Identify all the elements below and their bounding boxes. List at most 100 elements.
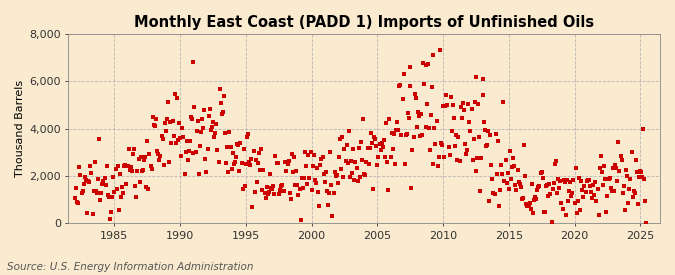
Point	[568, 177, 579, 182]
Point	[394, 83, 405, 88]
Point	[374, 142, 385, 146]
Point	[112, 163, 123, 168]
Point	[620, 207, 630, 212]
Point	[483, 128, 493, 133]
Point	[135, 155, 146, 159]
Point	[307, 164, 318, 168]
Point	[512, 168, 523, 172]
Point	[624, 187, 634, 191]
Point	[296, 176, 307, 181]
Point	[261, 185, 272, 189]
Point	[499, 178, 510, 183]
Point	[431, 119, 442, 123]
Point	[157, 137, 168, 141]
Point	[281, 169, 292, 174]
Point	[214, 87, 225, 91]
Point	[365, 131, 376, 135]
Point	[493, 139, 504, 144]
Point	[534, 184, 545, 188]
Point	[319, 172, 329, 177]
Point	[92, 191, 103, 195]
Point	[344, 128, 354, 133]
Point	[342, 142, 352, 147]
Point	[171, 95, 182, 100]
Point	[533, 185, 544, 189]
Point	[286, 152, 297, 156]
Point	[439, 155, 450, 159]
Point	[233, 143, 244, 147]
Point	[99, 176, 110, 180]
Point	[479, 128, 490, 132]
Point	[303, 153, 314, 158]
Point	[409, 92, 420, 96]
Point	[324, 191, 335, 196]
Point	[258, 168, 269, 172]
Point	[463, 102, 474, 106]
Point	[454, 158, 465, 163]
Point	[291, 169, 302, 173]
Point	[560, 213, 571, 218]
Point	[138, 158, 149, 162]
Point	[350, 160, 361, 164]
Point	[530, 195, 541, 199]
Point	[414, 134, 425, 138]
Point	[145, 164, 156, 169]
Point	[209, 134, 219, 139]
Point	[442, 103, 453, 107]
Point	[319, 179, 330, 184]
Point	[377, 145, 388, 149]
Point	[514, 181, 525, 186]
Point	[306, 188, 317, 192]
Point	[407, 148, 418, 152]
Point	[208, 119, 219, 124]
Y-axis label: Thousand Barrels: Thousand Barrels	[15, 80, 25, 177]
Point	[273, 192, 284, 197]
Point	[605, 186, 616, 191]
Point	[637, 126, 648, 131]
Point	[147, 115, 158, 120]
Point	[94, 137, 105, 141]
Point	[553, 177, 564, 182]
Point	[321, 170, 331, 174]
Point	[152, 149, 163, 153]
Point	[115, 172, 126, 177]
Point	[581, 179, 592, 184]
Point	[247, 205, 258, 209]
Point	[188, 151, 198, 155]
Point	[275, 184, 286, 188]
Point	[347, 171, 358, 175]
Point	[314, 204, 325, 208]
Point	[305, 150, 316, 154]
Point	[356, 139, 367, 144]
Point	[244, 160, 254, 164]
Point	[310, 178, 321, 182]
Point	[217, 112, 227, 116]
Point	[205, 127, 216, 132]
Point	[227, 151, 238, 156]
Point	[230, 160, 240, 164]
Point	[292, 183, 303, 188]
Point	[70, 196, 80, 200]
Point	[620, 168, 631, 172]
Point	[263, 190, 274, 195]
Point	[75, 173, 86, 177]
Point	[379, 155, 390, 160]
Point	[497, 172, 508, 176]
Point	[225, 145, 236, 150]
Point	[585, 184, 595, 189]
Point	[452, 158, 463, 162]
Point	[236, 160, 247, 165]
Point	[618, 184, 629, 188]
Point	[489, 192, 500, 196]
Point	[412, 110, 423, 114]
Point	[280, 160, 291, 164]
Point	[317, 155, 328, 160]
Point	[441, 93, 452, 97]
Point	[222, 145, 233, 150]
Point	[344, 175, 355, 180]
Point	[579, 184, 590, 188]
Point	[103, 195, 114, 199]
Point	[419, 82, 430, 86]
Point	[488, 191, 499, 195]
Point	[108, 175, 119, 180]
